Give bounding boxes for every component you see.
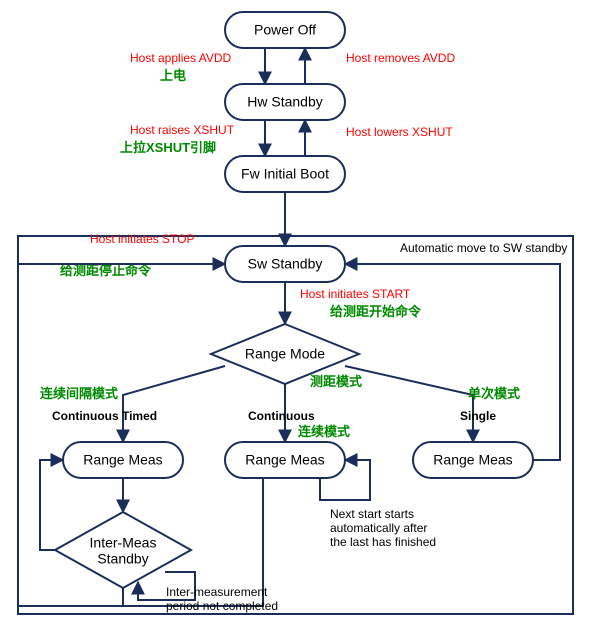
label-xshut-hi-cn: 上拉XSHUT引脚 — [120, 140, 216, 155]
label-auto-sw: Automatic move to SW standby — [400, 241, 567, 255]
label-ct-cn: 连续间隔模式 — [40, 386, 118, 401]
label-stop: Host initiates STOP — [90, 232, 194, 246]
label-stop-cn: 给测距停止命令 — [60, 263, 152, 278]
svg-text:Standby: Standby — [97, 551, 148, 567]
label-s-cn: 单次模式 — [468, 386, 520, 401]
label-s: Single — [460, 409, 496, 423]
svg-text:Sw Standby: Sw Standby — [248, 256, 323, 272]
label-c: Continuous — [248, 409, 315, 423]
svg-text:Range Meas: Range Meas — [245, 452, 324, 468]
svg-text:Inter-Meas: Inter-Meas — [90, 535, 157, 551]
node-range-meas-s: Range Meas — [413, 442, 533, 478]
label-ct: Continuous Timed — [52, 409, 157, 423]
node-sw-standby: Sw Standby — [225, 246, 345, 282]
label-next-auto-1: Next start starts — [330, 507, 414, 521]
svg-text:Range Meas: Range Meas — [83, 452, 162, 468]
label-avdd-on-cn: 上电 — [160, 68, 186, 83]
node-hw-standby: Hw Standby — [225, 84, 345, 120]
label-inter-nc-1: Inter-measurement — [166, 585, 268, 599]
svg-text:Range Meas: Range Meas — [433, 452, 512, 468]
node-inter-meas-standby: Inter-Meas Standby — [55, 512, 191, 588]
label-start: Host initiates START — [300, 287, 411, 301]
node-range-meas-c: Range Meas — [225, 442, 345, 478]
label-next-auto-2: automatically after — [330, 521, 427, 535]
svg-text:Hw Standby: Hw Standby — [247, 94, 322, 110]
label-avdd-on: Host applies AVDD — [130, 51, 231, 65]
node-fw-boot: Fw Initial Boot — [225, 156, 345, 192]
label-next-auto-3: the last has finished — [330, 535, 436, 549]
label-inter-nc-2: period not completed — [166, 599, 278, 613]
svg-text:Range Mode: Range Mode — [245, 346, 325, 362]
label-start-cn: 给测距开始命令 — [330, 304, 422, 319]
edge-rm-ct — [123, 366, 225, 442]
label-c-cn2: 测距模式 — [310, 374, 362, 389]
node-range-meas-ct: Range Meas — [63, 442, 183, 478]
node-power-off: Power Off — [225, 12, 345, 48]
label-avdd-off: Host removes AVDD — [346, 51, 455, 65]
label-xshut-lo: Host lowers XSHUT — [346, 125, 453, 139]
edge-rm-s — [345, 366, 473, 442]
edge-inter-outerleft — [18, 588, 123, 606]
label-c-cn: 连续模式 — [298, 424, 350, 439]
edge-inter-ct — [40, 460, 63, 550]
svg-text:Fw Initial Boot: Fw Initial Boot — [241, 166, 329, 182]
svg-text:Power Off: Power Off — [254, 22, 316, 38]
label-xshut-hi: Host raises XSHUT — [130, 123, 235, 137]
